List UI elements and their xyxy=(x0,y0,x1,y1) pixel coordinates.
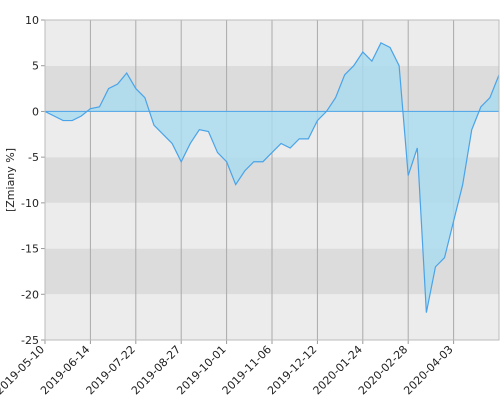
y-axis-label: [Zmiany %] xyxy=(4,148,17,212)
plot-frame xyxy=(44,19,500,341)
y-tick-label: -10 xyxy=(21,197,39,210)
y-tick-label: 0 xyxy=(32,105,39,118)
y-tick-label: -25 xyxy=(21,334,39,347)
line xyxy=(44,42,500,313)
y-tick-label: -20 xyxy=(21,288,39,301)
x-tick-label: 2020-04-03 xyxy=(401,343,455,397)
y-tick-label: -15 xyxy=(21,243,39,256)
y-tick-label: 5 xyxy=(32,60,39,73)
y-tick-label: -5 xyxy=(28,151,39,164)
area xyxy=(45,42,499,313)
y-tick-label: 10 xyxy=(25,14,39,27)
